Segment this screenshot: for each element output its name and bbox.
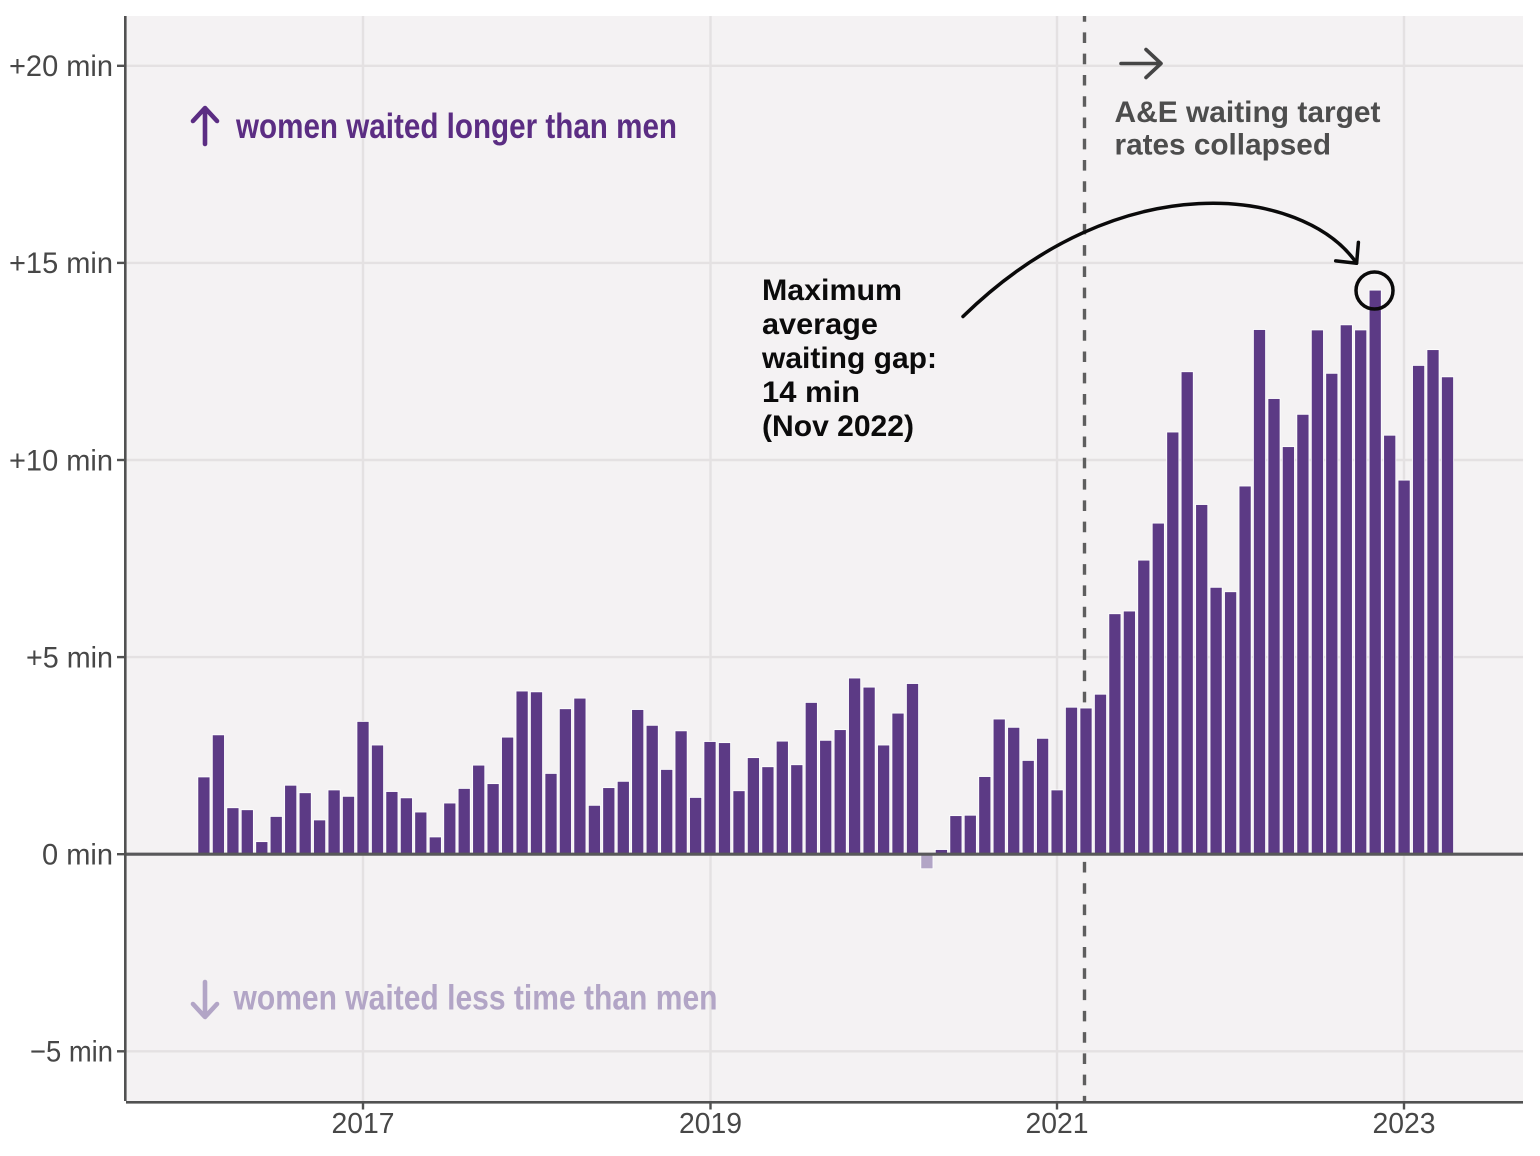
svg-text:A&E waiting target: A&E waiting target [1115,96,1381,129]
svg-text:rates collapsed: rates collapsed [1115,129,1332,162]
svg-text:+5 min: +5 min [26,641,113,674]
svg-text:average: average [762,308,878,341]
svg-text:women waited longer than men: women waited longer than men [235,107,677,146]
svg-text:0 min: 0 min [42,839,113,872]
svg-text:2017: 2017 [332,1108,395,1140]
svg-text:+20 min: +20 min [9,50,113,83]
svg-text:+15 min: +15 min [9,247,113,280]
svg-text:2019: 2019 [679,1108,742,1140]
svg-text:14 min: 14 min [762,376,860,409]
svg-text:2023: 2023 [1373,1108,1436,1140]
svg-text:−5 min: −5 min [30,1036,113,1069]
svg-text:women waited less time than me: women waited less time than men [233,979,718,1018]
svg-text:+10 min: +10 min [9,444,113,477]
svg-text:waiting gap:: waiting gap: [761,342,937,375]
svg-text:(Nov 2022): (Nov 2022) [762,410,914,443]
svg-text:Maximum: Maximum [762,274,902,307]
svg-text:2021: 2021 [1026,1108,1089,1140]
